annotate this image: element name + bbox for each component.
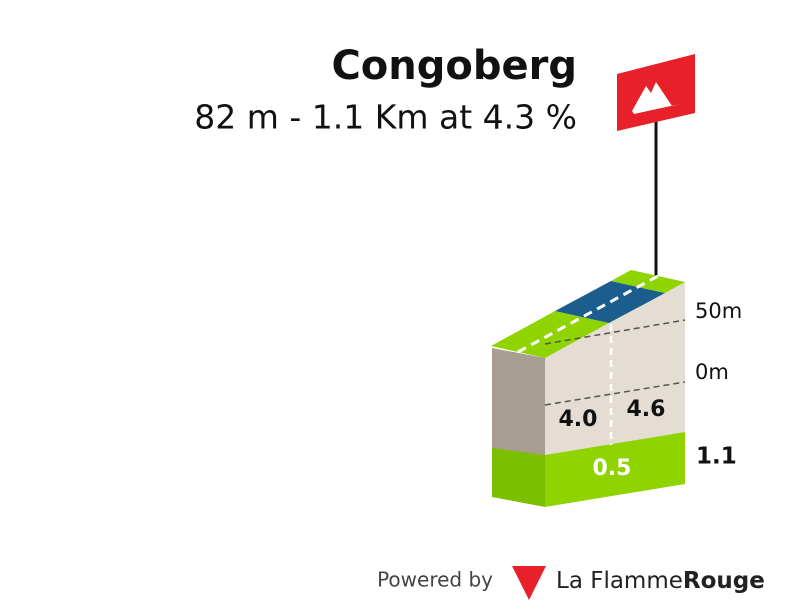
center-line [517,274,659,354]
brand-bold: Rouge [683,568,765,594]
segment-top [555,281,665,323]
base-side [492,448,545,507]
title: Congoberg [331,43,577,89]
brand-light: La Flamme [556,568,683,594]
powered-by: Powered by [377,568,493,592]
base-front [545,432,685,507]
altitude-guide [544,319,686,345]
brand: La FlammeRouge [556,568,765,594]
distance-label: 0.5 [593,456,632,481]
mountain-icon [632,82,680,114]
segment-top [611,270,685,293]
subtitle: 82 m - 1.1 Km at 4.3 % [194,98,577,137]
front-face [545,282,685,455]
gradient-label: 4.0 [559,407,598,432]
altitude-guide [544,381,686,406]
distance-label: 1.1 [696,444,737,470]
altitude-label: 50m [695,299,742,323]
gradient-label: 4.6 [627,397,666,422]
altitude-label: 0m [695,360,729,384]
logo-mark [512,566,546,600]
